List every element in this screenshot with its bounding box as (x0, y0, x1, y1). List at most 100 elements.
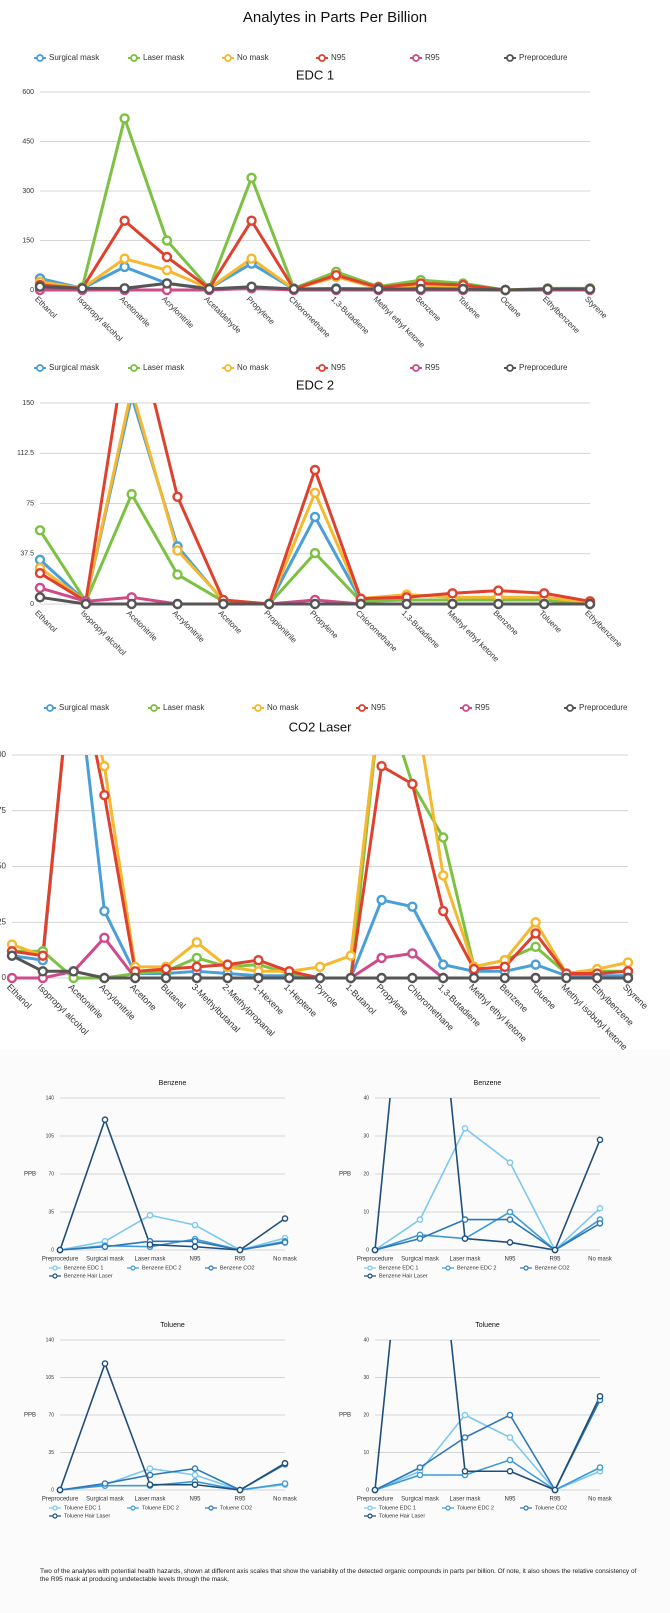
x-tick-label: No mask (588, 1497, 613, 1503)
data-point (119, 215, 130, 226)
lower-panel (0, 1050, 670, 1613)
data-point (37, 950, 48, 961)
chart-title: Toluene (160, 1322, 185, 1329)
data-point (172, 598, 183, 610)
data-point (376, 952, 387, 964)
data-point (499, 961, 510, 973)
x-tick-label: No mask (588, 1257, 613, 1263)
data-point (309, 487, 321, 498)
data-point (68, 966, 79, 977)
legend-swatch (52, 1265, 58, 1271)
legend-swatch (208, 1505, 214, 1511)
data-point (314, 961, 326, 973)
data-point (376, 894, 387, 906)
data-point (538, 588, 550, 599)
data-point (191, 972, 203, 984)
x-tick-label: Propionitrile (262, 609, 299, 646)
x-tick-label: Acetaldehyde (202, 295, 243, 336)
legend-swatch (130, 54, 138, 62)
x-tick-label: Styrene (583, 295, 609, 321)
data-point (34, 554, 46, 565)
legend-label: Toluene EDC 1 (379, 1505, 416, 1511)
legend-swatch (506, 54, 514, 62)
y-tick-label: 50 (0, 862, 7, 871)
legend-swatch (367, 1505, 373, 1511)
legend-label: No mask (237, 53, 270, 62)
x-tick-label: N95 (504, 1497, 516, 1503)
x-tick-label: R95 (234, 1257, 246, 1263)
data-point (218, 598, 229, 610)
data-point (101, 1360, 109, 1367)
legend-label: Benzene EDC 2 (457, 1265, 496, 1271)
series-line (59, 1118, 286, 1251)
plot (371, 1098, 604, 1254)
legend-label: N95 (331, 363, 346, 372)
data-point (416, 1235, 424, 1242)
data-point (447, 598, 458, 610)
x-tick-label: Toluene (456, 295, 483, 322)
data-point (204, 283, 215, 295)
data-point (222, 972, 233, 984)
chart-title: Benzene (474, 1080, 502, 1087)
data-point (622, 957, 634, 968)
data-point (506, 1411, 514, 1419)
legend-swatch (367, 1265, 373, 1271)
data-point (417, 1045, 422, 1050)
legend-label: Toluene Hair Laser (379, 1513, 425, 1519)
data-point (551, 1246, 559, 1254)
data-point (236, 1246, 244, 1254)
data-point (191, 961, 203, 973)
x-tick-label: Acetone (128, 982, 158, 1012)
y-tick-label: 20 (363, 1412, 369, 1418)
figure-title: Analytes in Parts Per Billion (243, 9, 427, 26)
data-point (246, 281, 257, 292)
chart-title: CO2 Laser (289, 719, 353, 734)
data-point (70, 640, 78, 648)
x-tick-label: Ethanol (5, 982, 34, 1011)
y-tick-label: 105 (46, 1375, 55, 1381)
y-axis-label: PPB (24, 1172, 36, 1178)
legend-swatch (445, 1265, 451, 1271)
data-point (551, 1486, 559, 1494)
legend-swatch (150, 704, 158, 712)
data-point (493, 598, 504, 610)
data-point (37, 966, 48, 977)
data-point (506, 1159, 514, 1166)
legend-swatch (445, 1505, 451, 1511)
data-point (438, 972, 449, 984)
data-point (530, 941, 541, 952)
x-tick-label: Styrene (621, 982, 650, 1011)
data-point (126, 598, 137, 610)
data-point (191, 952, 203, 964)
data-point (119, 113, 130, 124)
x-tick-label: Isopropyl alcohol (75, 295, 124, 344)
data-point (500, 284, 511, 296)
series-line (59, 1362, 286, 1491)
legend-label: Toluene EDC 2 (457, 1505, 494, 1511)
y-tick-label: 150 (22, 237, 34, 244)
data-point (119, 283, 130, 294)
x-tick-label: Methyl ethyl ketone (446, 609, 501, 664)
y-axis-label: PPB (339, 1413, 351, 1419)
data-point (161, 265, 173, 276)
y-tick-label: 30 (363, 1133, 369, 1139)
data-point (191, 1243, 199, 1251)
data-point (160, 972, 172, 984)
legend-label: Laser mask (163, 703, 205, 712)
x-tick-label: Pyrrole (313, 982, 340, 1009)
x-tick-label: Benzene (491, 609, 520, 638)
data-point (438, 870, 449, 881)
series-line (59, 1480, 286, 1491)
data-point (99, 905, 110, 917)
legend-swatch (130, 1265, 136, 1271)
data-point (584, 283, 596, 295)
data-point (6, 972, 18, 984)
legend-swatch (36, 364, 44, 372)
x-tick-label: R95 (234, 1497, 246, 1503)
data-point (596, 1220, 604, 1227)
chart-title: EDC 1 (296, 67, 334, 82)
legend-label: R95 (425, 363, 440, 372)
data-point (506, 1239, 514, 1246)
data-point (246, 253, 257, 264)
legend-swatch (224, 54, 232, 62)
